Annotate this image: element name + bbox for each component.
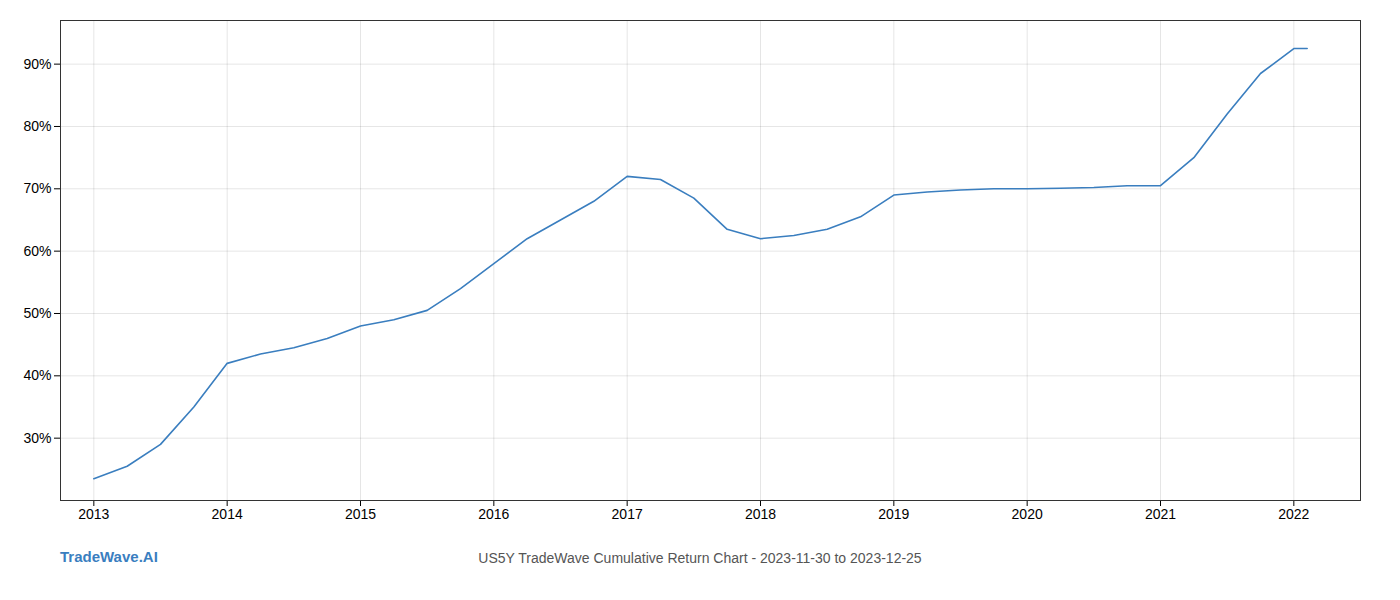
svg-text:60%: 60%: [23, 243, 51, 259]
svg-text:50%: 50%: [23, 305, 51, 321]
html-text:TradeWave.AI: TradeWave.AI: [60, 548, 158, 565]
svg-text:2017: 2017: [612, 506, 643, 522]
svg-text:2020: 2020: [1012, 506, 1043, 522]
svg-text:80%: 80%: [23, 118, 51, 134]
svg-text:2019: 2019: [878, 506, 909, 522]
svg-text:2013: 2013: [78, 506, 109, 522]
svg-text:30%: 30%: [23, 430, 51, 446]
svg-text:2015: 2015: [345, 506, 376, 522]
html-text:US5Y TradeWave Cumulative Retu: US5Y TradeWave Cumulative Return Chart -…: [478, 550, 922, 566]
svg-text:2018: 2018: [745, 506, 776, 522]
svg-text:40%: 40%: [23, 367, 51, 383]
svg-text:2014: 2014: [212, 506, 243, 522]
svg-text:2021: 2021: [1145, 506, 1176, 522]
svg-text:2022: 2022: [1278, 506, 1309, 522]
svg-text:90%: 90%: [23, 56, 51, 72]
svg-text:70%: 70%: [23, 180, 51, 196]
svg-text:2016: 2016: [478, 506, 509, 522]
